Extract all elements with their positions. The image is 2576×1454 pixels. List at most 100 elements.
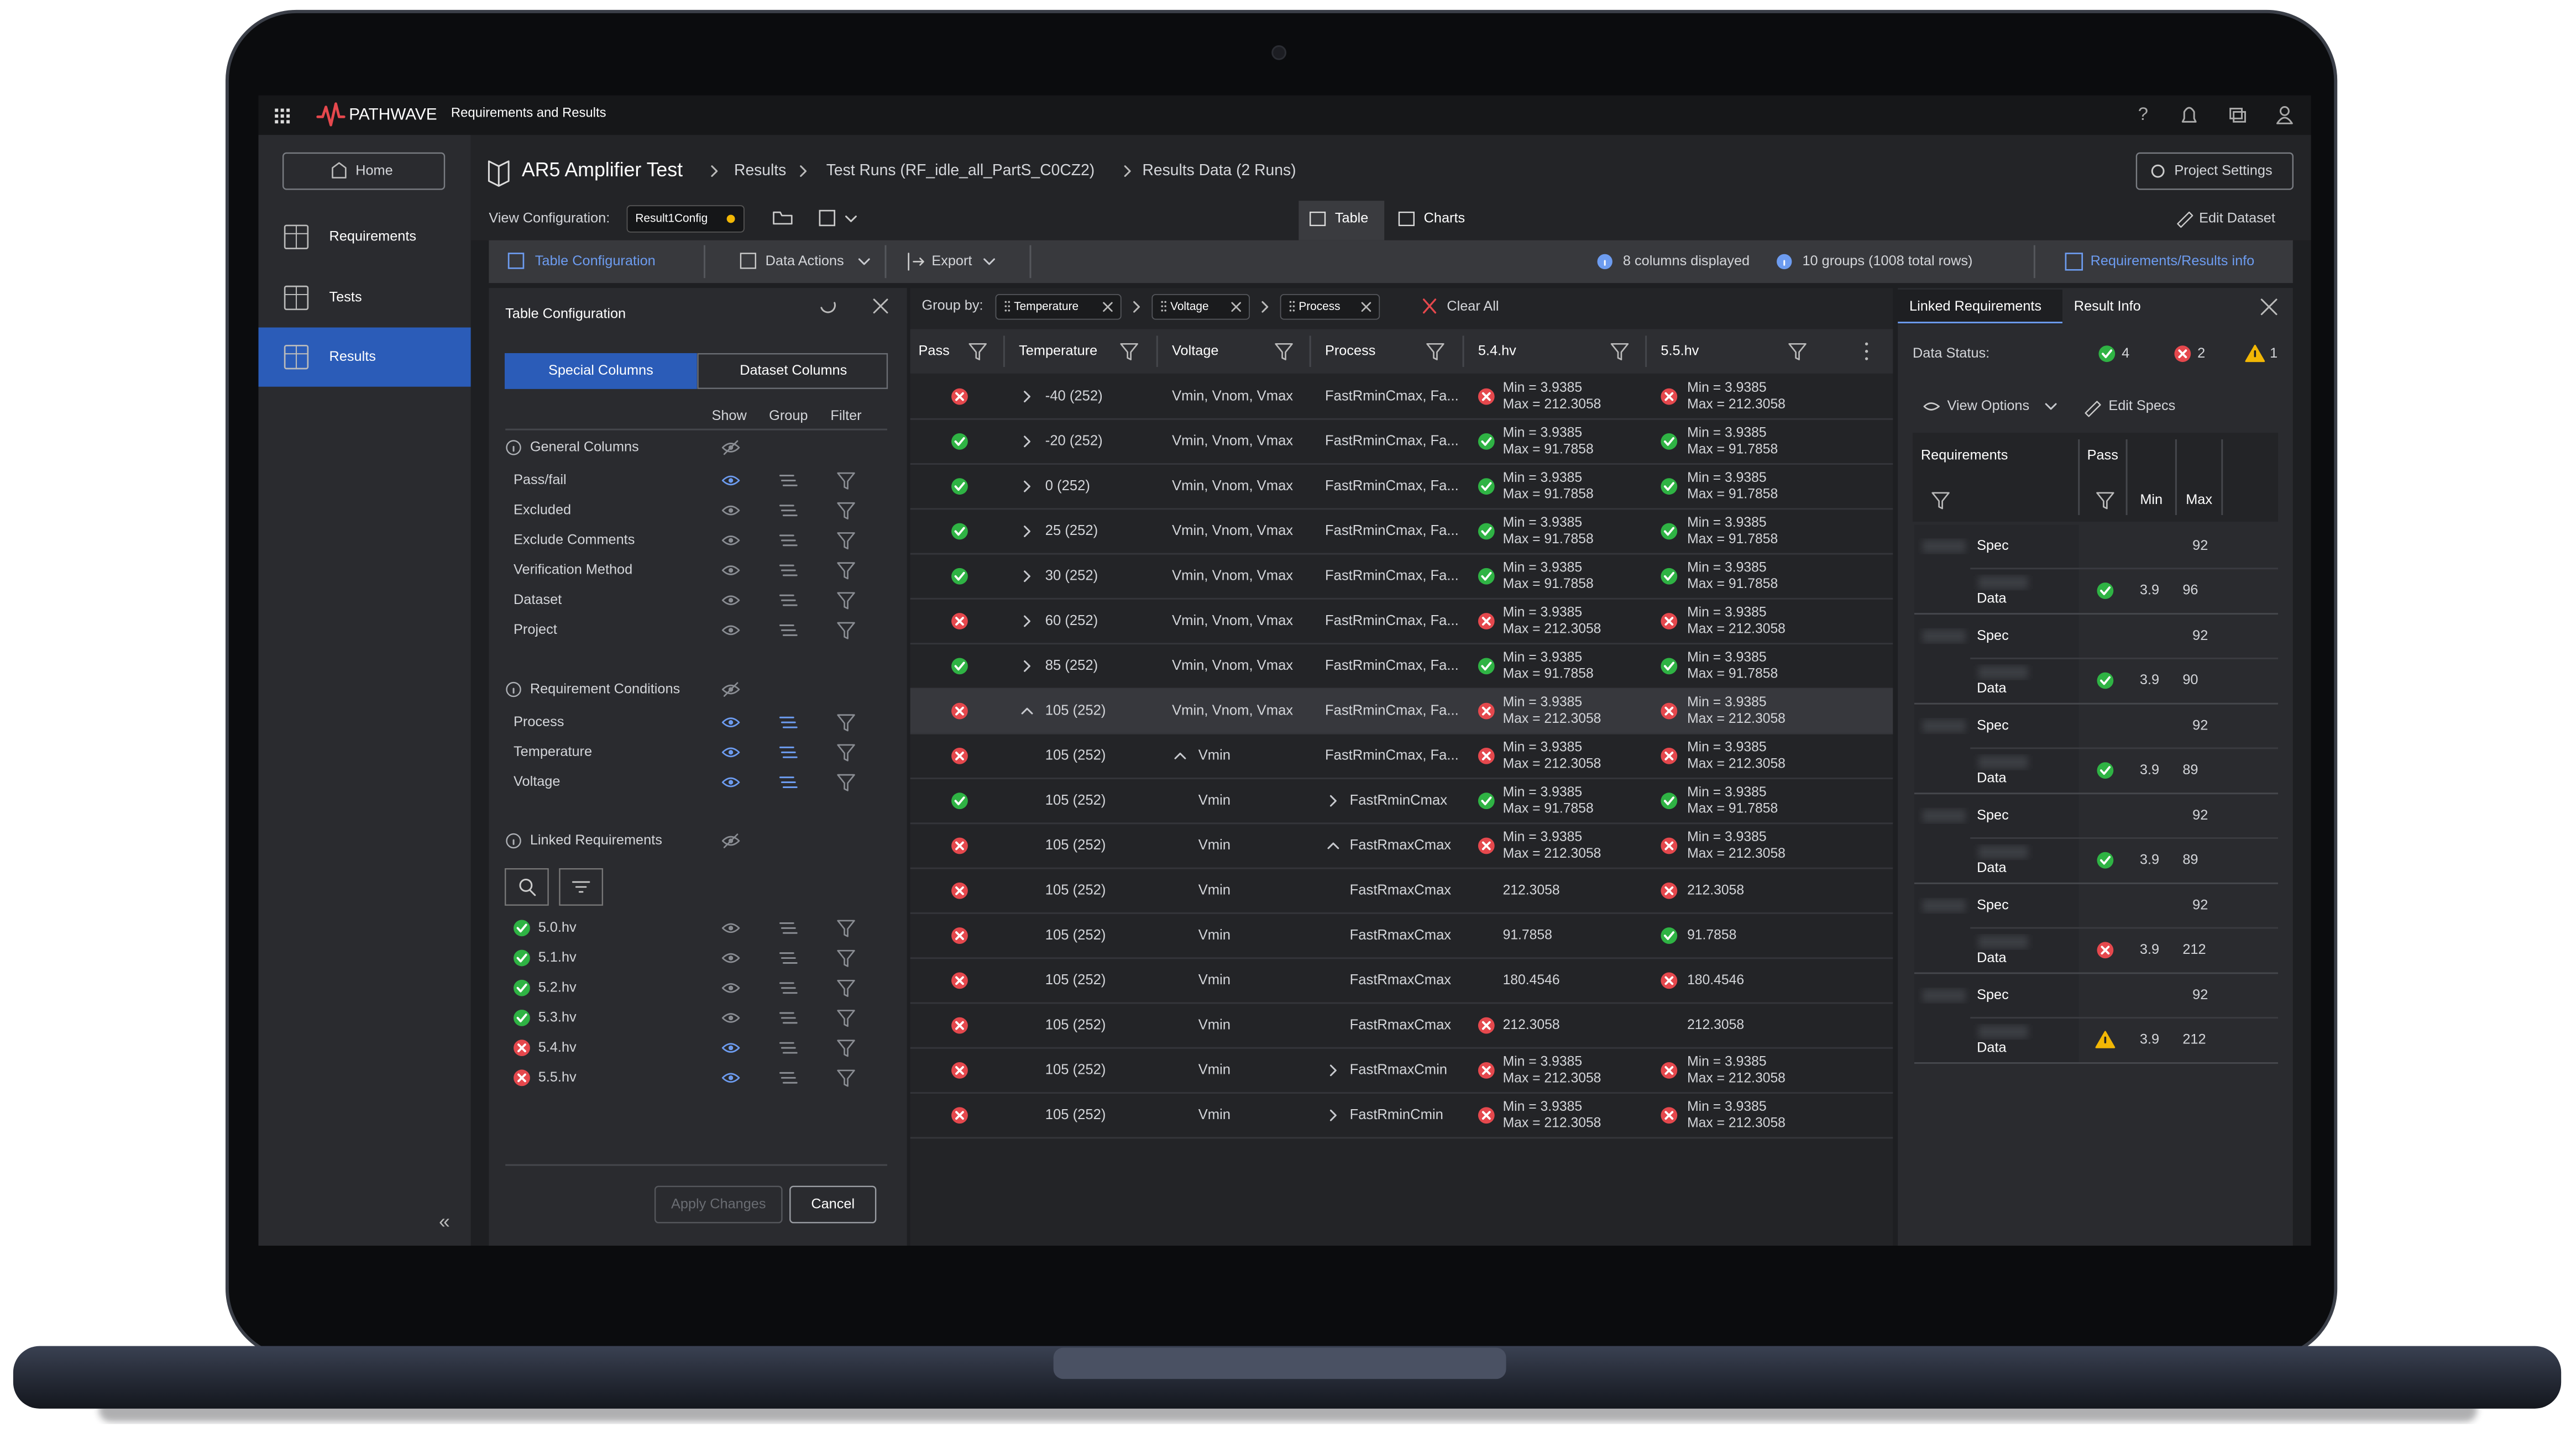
breadcrumb-item[interactable]: Results (734, 161, 786, 179)
pass-icon (1661, 523, 1678, 540)
nav-item[interactable]: Requirements (329, 228, 416, 244)
drag-dot (1292, 309, 1295, 312)
pass-icon (514, 1010, 530, 1026)
data-min: 3.9 (2140, 672, 2159, 687)
check (954, 796, 965, 806)
group-chip[interactable] (995, 294, 1122, 320)
config-tab[interactable] (697, 353, 888, 389)
eye-icon (721, 475, 740, 486)
project-settings-button[interactable] (2135, 152, 2294, 190)
nav-item[interactable]: Results (329, 349, 376, 364)
search-box[interactable] (504, 868, 549, 906)
edit-specs[interactable]: Edit Specs (2108, 398, 2175, 413)
drag-dot (1161, 301, 1164, 303)
project-settings-label[interactable]: Project Settings (2174, 162, 2272, 178)
clear-all[interactable]: Clear All (1447, 298, 1499, 314)
spec-label: Spec (1977, 987, 2009, 1002)
cross (1664, 841, 1674, 851)
result-cell: Max = 212.3058 (1687, 1116, 1786, 1131)
apps-dot (275, 108, 279, 112)
pass-icon (1661, 927, 1678, 944)
view-tab[interactable]: Charts (1424, 211, 1465, 226)
column-item: Exclude Comments (514, 532, 635, 548)
home-button[interactable] (282, 152, 446, 190)
logo-wave (316, 102, 345, 127)
breadcrumb-item[interactable]: Test Runs (RF_idle_all_PartS_C0CZ2) (826, 161, 1095, 179)
breadcrumb-item[interactable]: AR5 Amplifier Test (522, 159, 683, 181)
panel-tab[interactable]: Result Info (2074, 298, 2141, 314)
bell-icon (2181, 107, 2197, 123)
spec-max: 92 (2192, 628, 2208, 643)
group-icon (779, 475, 798, 486)
blurred-name (1978, 576, 2028, 589)
config-tab[interactable] (504, 353, 697, 389)
temperature-cell: -40 (252) (1045, 388, 1103, 403)
user-body (2276, 117, 2293, 124)
result-cell: Max = 91.7858 (1503, 801, 1594, 816)
check (1663, 662, 1674, 671)
chip-remove (1103, 302, 1113, 312)
table-config-button[interactable]: Table Configuration (535, 253, 656, 269)
data-actions-button[interactable]: Data Actions (766, 253, 844, 269)
group-chip[interactable] (1280, 294, 1380, 320)
group-icon (779, 594, 798, 606)
temperature-cell: 60 (252) (1045, 613, 1098, 628)
eye-pupil (728, 628, 734, 633)
apps-dot (280, 108, 284, 112)
data-label: Data (1977, 950, 2007, 965)
check (516, 953, 527, 963)
help-icon[interactable]: ? (2138, 103, 2148, 124)
result-cell: Min = 3.9385 (1687, 785, 1767, 800)
linked-column-header: Requirements (1921, 447, 2008, 463)
spec-max: 92 (2192, 807, 2208, 823)
result-cell: Max = 91.7858 (1687, 576, 1778, 591)
nav-item[interactable]: Tests (329, 290, 362, 305)
export-button[interactable]: Export (931, 253, 972, 269)
group-icon (779, 1072, 798, 1084)
view-config-select[interactable] (626, 205, 745, 233)
collapse-icon[interactable]: « (439, 1210, 450, 1232)
process-cell: FastRminCmax, Fa... (1325, 748, 1459, 763)
result-cell: Min = 3.9385 (1687, 740, 1767, 755)
view-tab[interactable]: Table (1335, 211, 1368, 226)
base-notch (1053, 1347, 1506, 1379)
chevron (1327, 842, 1339, 849)
temperature-cell: 105 (252) (1045, 1107, 1106, 1122)
breadcrumb-item[interactable]: Results Data (2 Runs) (1142, 161, 1296, 179)
filter-icon (1426, 343, 1444, 360)
temperature-cell: 105 (252) (1045, 1017, 1106, 1032)
pass-icon (951, 433, 968, 450)
eye-pupil (728, 926, 734, 931)
result-cell: Max = 212.3058 (1687, 756, 1786, 771)
column-item: 5.5.hv (538, 1069, 577, 1085)
linked-column-header: Min (2140, 492, 2163, 507)
cancel-button[interactable] (789, 1185, 877, 1224)
data-max: 96 (2182, 582, 2198, 598)
check (1481, 662, 1492, 671)
home-label[interactable]: Home (355, 162, 392, 178)
panel-tab[interactable]: Linked Requirements (1909, 298, 2041, 314)
cross (955, 706, 964, 716)
spec-max: 92 (2192, 987, 2208, 1002)
eye-pupil (728, 956, 734, 960)
info-icon (506, 833, 521, 849)
process-cell: FastRminCmax, Fa... (1325, 433, 1459, 449)
eye-icon (721, 1043, 740, 1053)
view-options[interactable]: View Options (1947, 398, 2030, 413)
pass-icon (1478, 792, 1495, 810)
panel-title: Table Configuration (505, 306, 626, 321)
sort-box[interactable] (559, 868, 604, 906)
pass-icon (2098, 345, 2116, 363)
edit-dataset[interactable]: Edit Dataset (2199, 211, 2275, 226)
group-chip[interactable] (1151, 294, 1250, 320)
drag-dot (1161, 309, 1164, 312)
chevron (1024, 391, 1031, 403)
chevron (1261, 301, 1269, 313)
pass-icon (1661, 433, 1678, 450)
blurred-name (1922, 539, 1966, 553)
apply-button[interactable] (654, 1185, 783, 1224)
process-cell: FastRminCmin (1350, 1107, 1443, 1122)
column-item: Verification Method (514, 562, 632, 578)
drag-dot (1289, 301, 1292, 303)
info-panel-button[interactable]: Requirements/Results info (2091, 253, 2255, 269)
